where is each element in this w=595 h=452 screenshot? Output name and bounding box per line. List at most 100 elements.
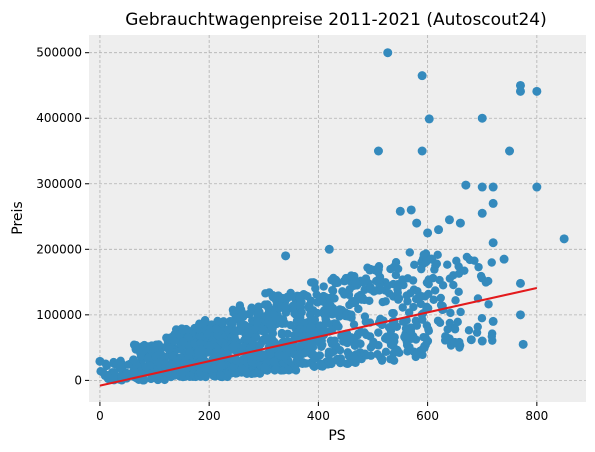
data-point xyxy=(391,270,401,280)
data-point xyxy=(417,71,427,81)
data-point xyxy=(455,218,465,228)
y-axis-ticks: 0 100000 200000 300000 400000 500000 xyxy=(36,46,89,387)
data-point xyxy=(413,286,422,296)
data-point xyxy=(326,300,335,310)
data-point xyxy=(250,352,259,362)
data-point xyxy=(418,344,428,354)
data-point xyxy=(276,351,286,360)
y-tick-label: 500000 xyxy=(36,46,82,60)
data-point xyxy=(329,273,338,283)
data-point xyxy=(477,182,487,192)
data-point xyxy=(136,350,146,359)
data-point xyxy=(374,328,383,337)
data-point xyxy=(185,347,194,357)
data-point xyxy=(406,205,416,215)
data-point xyxy=(410,260,419,270)
data-point xyxy=(424,114,434,124)
data-point xyxy=(477,208,487,218)
data-point xyxy=(236,326,245,336)
data-point xyxy=(484,300,493,309)
data-point xyxy=(488,182,498,192)
data-point xyxy=(488,316,498,326)
data-point xyxy=(283,365,293,375)
data-point xyxy=(477,313,487,323)
data-point xyxy=(366,343,376,352)
data-point xyxy=(423,303,433,313)
x-tick-label: 400 xyxy=(307,409,330,423)
data-point xyxy=(347,313,356,322)
data-point xyxy=(405,248,414,257)
data-point xyxy=(424,289,433,299)
data-point xyxy=(139,376,148,385)
data-point xyxy=(436,293,445,303)
data-point xyxy=(237,364,247,373)
data-point xyxy=(335,345,345,355)
data-point xyxy=(201,364,211,373)
data-point xyxy=(178,325,188,335)
data-point xyxy=(505,146,515,156)
data-point xyxy=(131,341,141,350)
data-point xyxy=(381,347,391,357)
x-axis-ticks: 0 200 400 600 800 xyxy=(96,402,548,423)
data-point xyxy=(328,285,337,295)
data-point xyxy=(239,309,248,319)
data-point xyxy=(327,357,337,366)
data-point xyxy=(172,356,182,366)
data-point xyxy=(145,361,155,370)
data-point xyxy=(169,337,179,346)
data-point xyxy=(408,276,418,285)
data-point xyxy=(354,339,364,348)
y-axis-label: Preis xyxy=(10,201,26,234)
x-tick-label: 200 xyxy=(198,409,221,423)
data-point xyxy=(399,280,408,290)
data-point xyxy=(394,294,404,303)
data-point xyxy=(398,303,407,312)
data-point xyxy=(385,333,395,342)
data-point xyxy=(281,308,291,317)
data-point xyxy=(278,315,288,324)
data-point xyxy=(383,48,393,58)
data-point xyxy=(269,310,278,319)
data-point xyxy=(232,356,242,365)
data-point xyxy=(430,286,440,295)
data-point xyxy=(320,320,329,329)
data-point xyxy=(345,284,354,294)
data-point xyxy=(295,293,304,303)
x-tick-label: 600 xyxy=(416,409,439,423)
data-point xyxy=(559,234,569,244)
data-point xyxy=(205,341,215,350)
data-point xyxy=(346,333,356,342)
data-point xyxy=(358,278,368,287)
data-point xyxy=(374,275,383,284)
data-point xyxy=(330,336,339,345)
data-point xyxy=(278,293,287,303)
data-point xyxy=(354,304,363,314)
data-point xyxy=(296,312,305,322)
data-point xyxy=(386,264,395,274)
data-point xyxy=(360,295,369,305)
data-point xyxy=(461,180,471,190)
data-point xyxy=(456,307,465,317)
data-point xyxy=(393,345,402,355)
data-point xyxy=(377,285,386,294)
data-point xyxy=(377,356,387,365)
data-point xyxy=(474,262,483,272)
data-point xyxy=(95,356,105,366)
data-point xyxy=(263,301,273,311)
data-point xyxy=(340,277,349,286)
data-point xyxy=(484,276,493,286)
data-point xyxy=(487,258,496,267)
data-point xyxy=(309,278,318,287)
data-point xyxy=(154,358,164,367)
data-point xyxy=(164,345,174,354)
x-tick-label: 800 xyxy=(525,409,548,423)
data-point xyxy=(417,146,427,156)
data-point xyxy=(433,316,443,325)
data-point xyxy=(381,297,390,306)
y-tick-label: 400000 xyxy=(36,111,82,125)
data-point xyxy=(434,225,444,235)
data-point xyxy=(226,369,236,378)
data-point xyxy=(464,326,474,335)
data-point xyxy=(179,337,188,347)
data-point xyxy=(433,250,442,260)
